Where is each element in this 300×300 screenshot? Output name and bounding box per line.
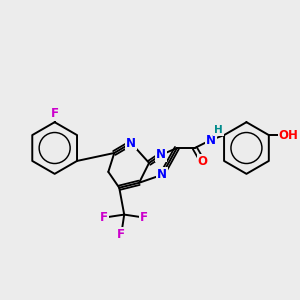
Text: OH: OH (279, 129, 298, 142)
Text: H: H (214, 125, 223, 135)
Text: N: N (206, 134, 216, 147)
Text: F: F (51, 107, 59, 120)
Text: N: N (156, 148, 166, 161)
Text: F: F (117, 228, 125, 241)
Text: N: N (157, 168, 167, 181)
Text: F: F (100, 211, 108, 224)
Text: F: F (140, 211, 148, 224)
Text: N: N (126, 136, 136, 149)
Text: O: O (198, 155, 208, 168)
